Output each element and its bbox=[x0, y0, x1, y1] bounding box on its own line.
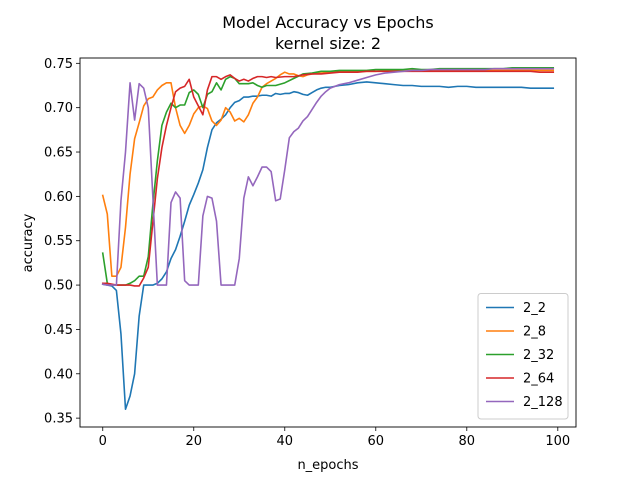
plot-area: 0 20 40 60 80 100 0.35 0.40 0.45 0.50 0.55 0.60 0.65… bbox=[44, 57, 577, 449]
x-tick-label: 80 bbox=[459, 434, 476, 449]
legend-label: 2_8 bbox=[523, 325, 546, 340]
series-line-2-64 bbox=[101, 70, 555, 287]
x-tick-label: 60 bbox=[368, 434, 385, 449]
chart-subtitle: kernel size: 2 bbox=[275, 34, 381, 53]
x-tick-label: 20 bbox=[185, 434, 202, 449]
legend-label: 2_64 bbox=[523, 372, 554, 387]
x-tick-label: 0 bbox=[99, 434, 107, 449]
y-tick-label: 0.70 bbox=[44, 101, 73, 116]
y-tick-label: 0.60 bbox=[44, 190, 73, 205]
legend: 2_2 2_8 2_32 2_64 2_128 bbox=[477, 293, 569, 420]
legend-label: 2_32 bbox=[523, 348, 554, 363]
legend-label: 2_2 bbox=[523, 301, 546, 316]
y-tick-label: 0.40 bbox=[44, 367, 73, 382]
y-tick-label: 0.50 bbox=[44, 279, 73, 294]
legend-box bbox=[477, 293, 569, 420]
x-axis-label: n_epochs bbox=[297, 458, 358, 473]
series-line-2-2 bbox=[101, 81, 555, 411]
series-line-2-128 bbox=[101, 67, 555, 286]
y-tick-label: 0.75 bbox=[44, 57, 73, 72]
legend-label: 2_128 bbox=[523, 395, 563, 410]
y-tick-label: 0.55 bbox=[44, 234, 73, 249]
series-line-2-32 bbox=[101, 66, 555, 286]
series-line-2-8 bbox=[101, 69, 555, 278]
axes-frame bbox=[79, 57, 577, 428]
y-axis-label: accuracy bbox=[21, 213, 36, 272]
chart-title: Model Accuracy vs Epochs bbox=[222, 13, 433, 32]
x-tick-label: 40 bbox=[276, 434, 293, 449]
y-tick-label: 0.45 bbox=[44, 323, 73, 338]
x-tick-label: 100 bbox=[545, 434, 570, 449]
y-tick-label: 0.65 bbox=[44, 146, 73, 161]
y-tick-label: 0.35 bbox=[44, 412, 73, 427]
